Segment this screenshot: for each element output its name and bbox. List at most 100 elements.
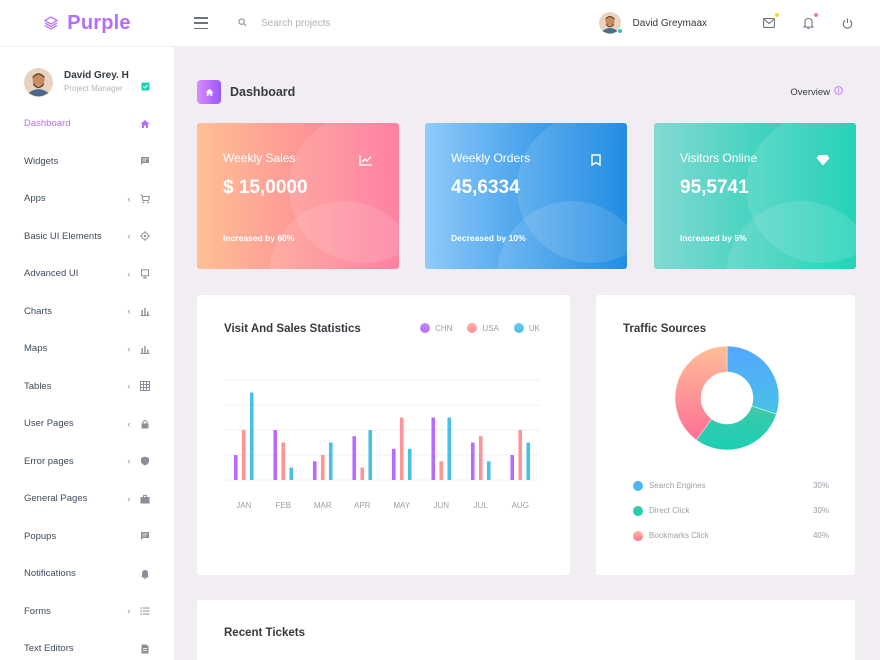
- sidebar-item-apps[interactable]: Apps ‹: [0, 180, 174, 218]
- table-icon: [140, 381, 150, 392]
- chevron-left-icon: ‹: [127, 343, 131, 354]
- sidebar: David Grey. H Project Manager Dashboard W…: [0, 47, 174, 660]
- menu-toggle-icon[interactable]: [194, 17, 208, 29]
- sidebar-item-popups[interactable]: Popups: [0, 518, 174, 556]
- traffic-legend-row: Direct Click 30%: [633, 498, 829, 523]
- sidebar-item-general-pages[interactable]: General Pages ‹: [0, 480, 174, 518]
- main-content: Dashboard Overview Weekly Sales $ 15,000…: [174, 47, 880, 660]
- sidebar-user-role: Project Manager: [64, 84, 123, 93]
- traffic-title: Traffic Sources: [623, 323, 707, 335]
- x-tick-label: JUL: [474, 501, 489, 510]
- chevron-left-icon: ‹: [127, 268, 131, 279]
- bar-chn-apr: [352, 436, 357, 480]
- bar-chn-mar: [312, 461, 317, 480]
- monitor-icon: [140, 269, 150, 279]
- bar-chn-aug: [510, 455, 515, 480]
- sidebar-item-maps[interactable]: Maps ‹: [0, 330, 174, 368]
- traffic-sources-panel: Traffic Sources Search Engines 30% Direct …: [596, 295, 855, 575]
- sidebar-item-notifications[interactable]: Notifications: [0, 555, 174, 593]
- brand-name: Purple: [67, 11, 131, 34]
- stat-card-visitors-online: Visitors Online 95,5741 Increased by 5%: [654, 123, 856, 269]
- chevron-left-icon: ‹: [127, 193, 131, 204]
- bar-chart-icon: [140, 344, 150, 354]
- search-icon: [238, 14, 247, 32]
- bar-uk-jun: [447, 417, 452, 480]
- sidebar-item-error-pages[interactable]: Error pages ‹: [0, 443, 174, 481]
- chevron-left-icon: ‹: [127, 306, 131, 317]
- briefcase-icon: [140, 494, 150, 504]
- stat-value: 45,6334: [451, 177, 520, 198]
- stat-card-weekly-orders: Weekly Orders 45,6334 Decreased by 10%: [425, 123, 627, 269]
- bar-usa-aug: [518, 430, 523, 480]
- home-icon: [140, 119, 150, 129]
- stat-note: Increased by 60%: [223, 233, 295, 243]
- mail-icon[interactable]: [762, 13, 779, 30]
- search-bar: [238, 14, 461, 32]
- visit-sales-chart-panel: JAN FEB MAR APR MAY JUN JUL AUG Visit And Sales…: [197, 295, 570, 575]
- top-navbar: Purple David Greymaax: [0, 0, 880, 47]
- stat-card-weekly-sales: Weekly Sales $ 15,0000 Increased by 60%: [197, 123, 399, 269]
- donut-slice-bookmarks-click: [674, 345, 728, 441]
- bar-usa-jun: [439, 461, 444, 480]
- x-tick-label: APR: [354, 501, 371, 510]
- sidebar-item-label: Maps: [24, 343, 48, 355]
- tickets-title: Recent Tickets: [224, 627, 305, 639]
- chart-title: Visit And Sales Statistics: [224, 323, 361, 335]
- overview-link[interactable]: Overview: [790, 86, 843, 98]
- bar-chart: JAN FEB MAR APR MAY JUN JUL AUG: [224, 379, 540, 510]
- bell-icon: [140, 569, 150, 579]
- bar-usa-apr: [360, 467, 365, 480]
- sidebar-item-tables[interactable]: Tables ‹: [0, 368, 174, 406]
- donut-chart: [674, 345, 780, 451]
- sidebar-user-name: David Grey. H: [64, 70, 129, 81]
- profile-name: David Greymaax: [632, 17, 707, 29]
- sidebar-item-label: Dashboard: [24, 118, 71, 130]
- profile-dropdown[interactable]: David Greymaax: [598, 12, 707, 34]
- bar-uk-may: [407, 448, 412, 480]
- stat-title: Weekly Sales: [223, 151, 296, 165]
- home-icon: [197, 80, 221, 104]
- bar-usa-mar: [320, 455, 325, 480]
- sidebar-item-label: Text Editors: [24, 643, 74, 655]
- chevron-left-icon: ‹: [127, 231, 131, 242]
- bar-uk-mar: [328, 442, 333, 480]
- search-input[interactable]: [261, 17, 461, 29]
- sidebar-item-charts[interactable]: Charts ‹: [0, 293, 174, 331]
- legend-label: USA: [482, 323, 499, 333]
- sidebar-item-widgets[interactable]: Widgets: [0, 143, 174, 181]
- sidebar-item-advanced-ui[interactable]: Advanced UI ‹: [0, 255, 174, 293]
- sidebar-item-label: Advanced UI: [24, 268, 79, 280]
- chevron-left-icon: ‹: [127, 456, 131, 467]
- sidebar-item-forms[interactable]: Forms ‹: [0, 593, 174, 631]
- sidebar-item-user-pages[interactable]: User Pages ‹: [0, 405, 174, 443]
- page-header: Dashboard: [197, 80, 295, 104]
- sidebar-user[interactable]: David Grey. H Project Manager: [0, 47, 174, 103]
- traffic-legend: Search Engines 30% Direct Click 30% Bookmark…: [633, 473, 829, 548]
- traffic-legend-row: Search Engines 30%: [633, 473, 829, 498]
- bar-usa-may: [399, 417, 404, 480]
- donut-slice-direct-click: [696, 405, 777, 451]
- legend-dot: [467, 323, 478, 333]
- sidebar-item-label: User Pages: [24, 418, 74, 430]
- traffic-label: Direct Click: [649, 506, 690, 515]
- sidebar-item-text-editors[interactable]: Text Editors: [0, 630, 174, 660]
- brand-logo[interactable]: Purple: [0, 0, 174, 47]
- sidebar-item-label: Notifications: [24, 568, 76, 580]
- crosshair-icon: [140, 231, 150, 242]
- trending-icon: [359, 153, 373, 171]
- diamond-icon: [816, 153, 830, 171]
- sidebar-item-basic-ui-elements[interactable]: Basic UI Elements ‹: [0, 218, 174, 256]
- legend-dot: [633, 505, 643, 516]
- recent-tickets-panel: Recent Tickets: [197, 600, 855, 660]
- shield-icon: [140, 456, 150, 466]
- traffic-value: 40%: [812, 531, 829, 540]
- sidebar-item-dashboard[interactable]: Dashboard: [0, 105, 174, 143]
- chevron-left-icon: ‹: [127, 606, 131, 617]
- legend-dot: [633, 480, 643, 491]
- sidebar-item-label: Charts: [24, 305, 52, 317]
- power-icon[interactable]: [840, 16, 854, 30]
- bar-uk-jan: [249, 392, 254, 480]
- legend-label: CHN: [435, 323, 453, 333]
- bell-icon[interactable]: [801, 13, 818, 30]
- verified-bookmark-icon: [141, 78, 150, 90]
